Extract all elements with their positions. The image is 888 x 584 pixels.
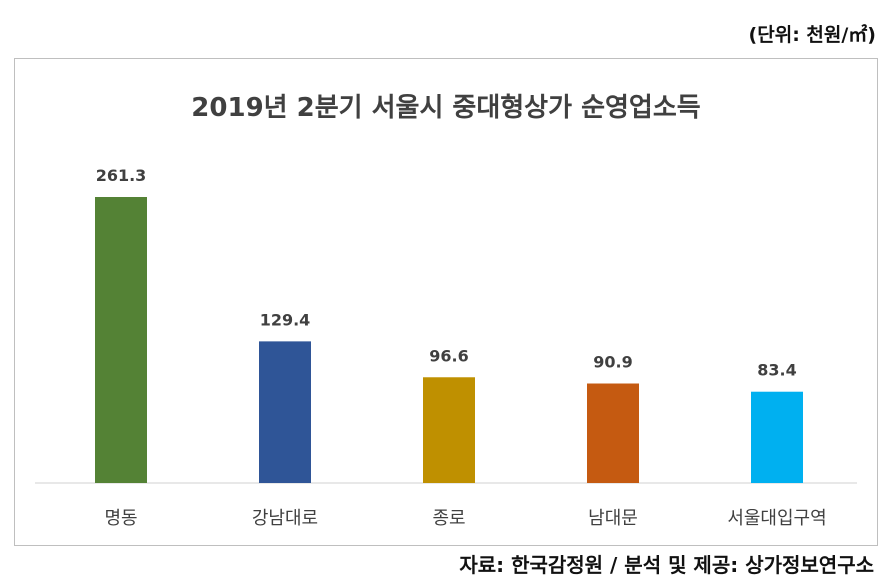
bar-1 — [95, 197, 147, 483]
data-label-5: 83.4 — [757, 361, 796, 380]
chart-frame: 2019년 2분기 서울시 중대형상가 순영업소득 261.3 명동 129.4 강남… — [14, 58, 878, 546]
category-label-1: 명동 — [104, 508, 137, 529]
bar-chart-plot: 261.3 명동 129.4 강남대로 96.6 종로 90.9 남대문 83.4 서울대입구역 — [35, 166, 857, 529]
data-label-2: 129.4 — [260, 310, 311, 329]
category-label-3: 종로 — [432, 508, 465, 529]
category-label-4: 남대문 — [588, 508, 638, 529]
unit-label: (단위: 천원/㎡) — [748, 24, 876, 46]
bar-5 — [751, 391, 803, 483]
bar-4 — [587, 383, 639, 483]
chart-title: 2019년 2분기 서울시 중대형상가 순영업소득 — [191, 93, 701, 123]
source-label: 자료: 한국감정원 / 분석 및 제공: 상가정보연구소 — [459, 553, 874, 577]
category-label-2: 강남대로 — [252, 508, 318, 529]
bar-3 — [423, 377, 475, 483]
bar-2 — [259, 341, 311, 483]
data-label-4: 90.9 — [593, 353, 632, 372]
category-label-5: 서울대입구역 — [727, 508, 826, 529]
data-label-3: 96.6 — [429, 346, 468, 365]
data-label-1: 261.3 — [96, 166, 147, 185]
